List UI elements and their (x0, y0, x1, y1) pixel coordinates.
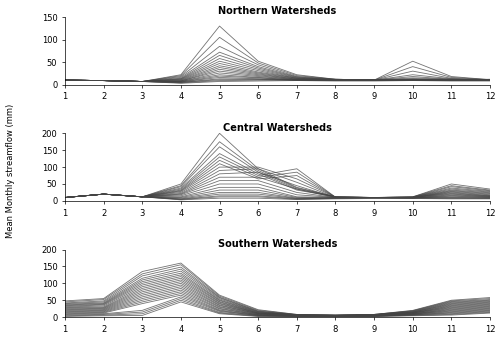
Text: Mean Monthly streamflow (mm): Mean Monthly streamflow (mm) (6, 103, 16, 238)
Title: Northern Watersheds: Northern Watersheds (218, 6, 336, 16)
Title: Central Watersheds: Central Watersheds (223, 122, 332, 133)
Title: Southern Watersheds: Southern Watersheds (218, 239, 337, 249)
